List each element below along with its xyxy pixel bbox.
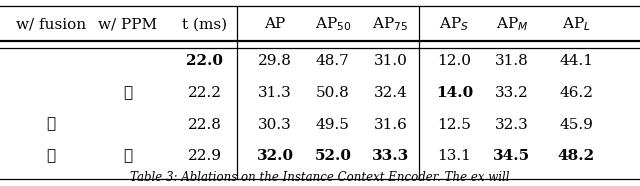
Text: 45.9: 45.9	[559, 118, 593, 132]
Text: AP$_{50}$: AP$_{50}$	[315, 15, 351, 33]
Text: w/ PPM: w/ PPM	[99, 17, 157, 31]
Text: ✓: ✓	[124, 149, 132, 163]
Text: 31.0: 31.0	[374, 54, 407, 68]
Text: 31.6: 31.6	[374, 118, 407, 132]
Text: 22.8: 22.8	[188, 118, 221, 132]
Text: AP$_{75}$: AP$_{75}$	[372, 15, 408, 33]
Text: 32.3: 32.3	[495, 118, 529, 132]
Text: 22.9: 22.9	[188, 149, 222, 163]
Text: ✓: ✓	[124, 86, 132, 100]
Text: 50.8: 50.8	[316, 86, 349, 100]
Text: 14.0: 14.0	[436, 86, 473, 100]
Text: 33.2: 33.2	[495, 86, 529, 100]
Text: 48.2: 48.2	[557, 149, 595, 163]
Text: AP$_L$: AP$_L$	[561, 15, 591, 33]
Text: 22.2: 22.2	[188, 86, 222, 100]
Text: 32.0: 32.0	[257, 149, 294, 163]
Text: t (ms): t (ms)	[182, 17, 227, 31]
Text: AP$_M$: AP$_M$	[496, 15, 528, 33]
Text: 32.4: 32.4	[374, 86, 407, 100]
Text: 12.0: 12.0	[437, 54, 472, 68]
Text: 12.5: 12.5	[438, 118, 471, 132]
Text: 52.0: 52.0	[314, 149, 351, 163]
Text: 13.1: 13.1	[438, 149, 471, 163]
Text: 34.5: 34.5	[493, 149, 531, 163]
Text: ✓: ✓	[47, 118, 56, 132]
Text: 22.0: 22.0	[186, 54, 223, 68]
Text: AP: AP	[264, 17, 286, 31]
Text: 33.3: 33.3	[372, 149, 409, 163]
Text: 46.2: 46.2	[559, 86, 593, 100]
Text: 31.8: 31.8	[495, 54, 529, 68]
Text: Table 3: Ablations on the Instance Context Encoder. The ex will: Table 3: Ablations on the Instance Conte…	[131, 171, 509, 184]
Text: 49.5: 49.5	[316, 118, 349, 132]
Text: w/ fusion: w/ fusion	[16, 17, 86, 31]
Text: AP$_S$: AP$_S$	[440, 15, 469, 33]
Text: 48.7: 48.7	[316, 54, 349, 68]
Text: 29.8: 29.8	[259, 54, 292, 68]
Text: 30.3: 30.3	[259, 118, 292, 132]
Text: 31.3: 31.3	[259, 86, 292, 100]
Text: ✓: ✓	[47, 149, 56, 163]
Text: 44.1: 44.1	[559, 54, 593, 68]
